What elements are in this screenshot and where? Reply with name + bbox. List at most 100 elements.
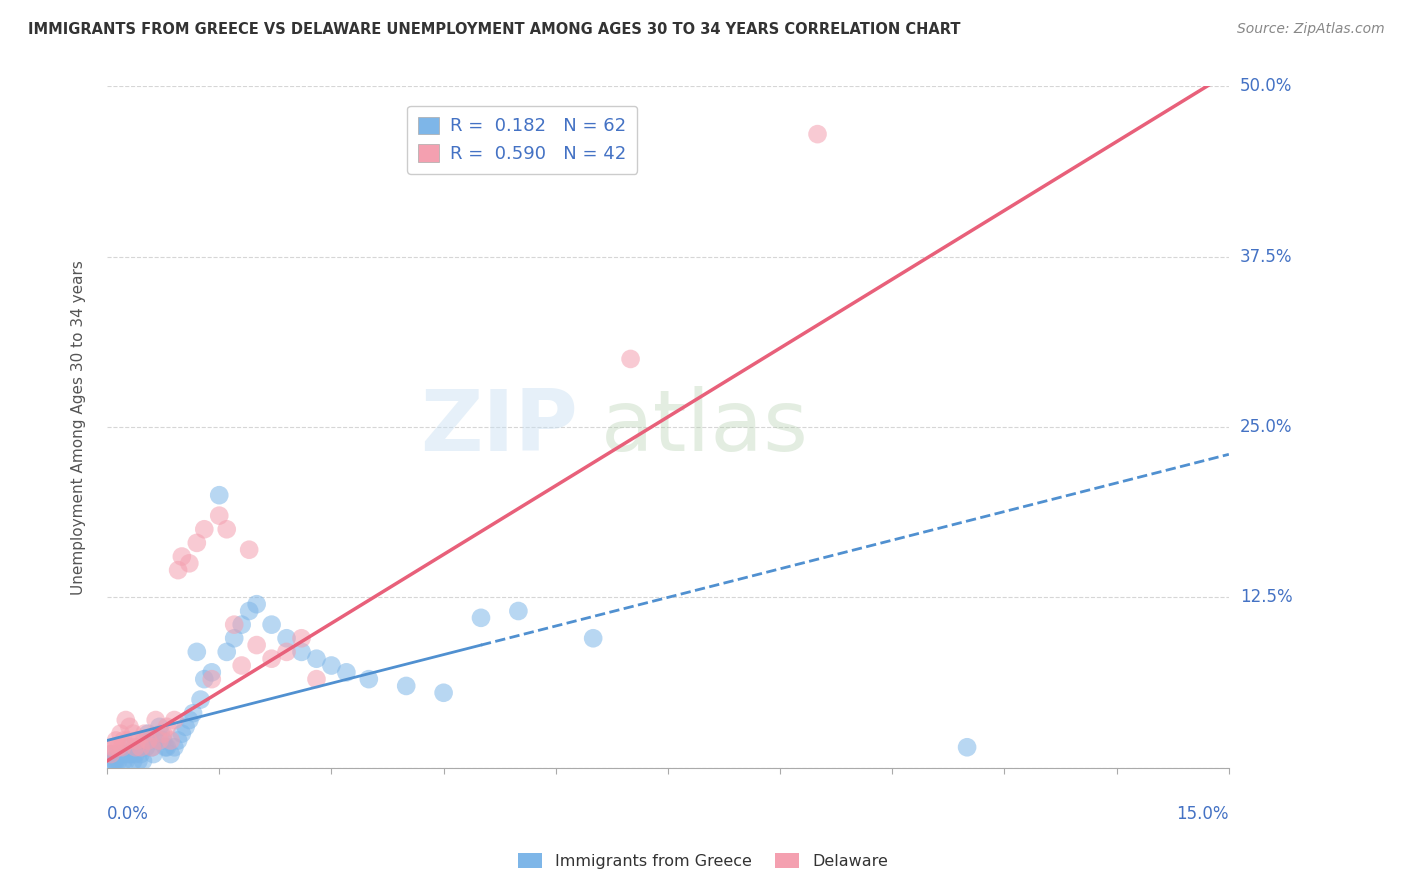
Point (118, 740, 141, 755)
Point (132, 754, 155, 768)
Point (101, 754, 124, 768)
Point (103, 754, 125, 768)
Point (110, 726, 132, 740)
Point (276, 632, 298, 646)
Point (159, 733, 181, 747)
Point (129, 740, 152, 755)
Point (145, 733, 167, 747)
Point (159, 747, 181, 761)
Point (127, 754, 149, 768)
Point (167, 563, 190, 577)
Point (149, 726, 172, 740)
Point (208, 488, 231, 502)
Point (103, 740, 125, 755)
Point (582, 632, 605, 646)
Point (101, 754, 124, 768)
Point (174, 720, 197, 734)
Point (276, 645, 298, 659)
Legend: R =  0.182   N = 62, R =  0.590   N = 42: R = 0.182 N = 62, R = 0.590 N = 42 (406, 105, 637, 174)
Point (224, 632, 246, 646)
Point (141, 740, 163, 755)
Point (122, 726, 145, 740)
Point (134, 733, 156, 747)
Point (156, 740, 179, 755)
Point (238, 542, 260, 557)
Point (231, 617, 253, 632)
Point (260, 617, 283, 632)
Point (208, 508, 231, 523)
Point (107, 740, 129, 755)
Point (124, 747, 146, 761)
Point (190, 692, 212, 706)
Point (114, 713, 136, 727)
Point (111, 740, 134, 755)
Point (100, 747, 122, 761)
Point (186, 645, 208, 659)
Point (167, 733, 190, 747)
Point (238, 604, 260, 618)
Point (152, 733, 174, 747)
Point (135, 740, 157, 755)
Text: Source: ZipAtlas.com: Source: ZipAtlas.com (1237, 22, 1385, 37)
Text: 12.5%: 12.5% (1240, 589, 1292, 607)
Point (105, 733, 128, 747)
Point (956, 740, 979, 755)
Point (186, 536, 208, 550)
Point (124, 740, 146, 755)
Point (181, 706, 204, 721)
Point (163, 713, 186, 727)
Point (619, 351, 641, 366)
Point (125, 740, 148, 755)
Point (201, 672, 224, 686)
Point (155, 740, 177, 755)
Point (156, 720, 179, 734)
Point (110, 747, 132, 761)
Point (215, 522, 238, 536)
Point (260, 651, 283, 665)
Text: 25.0%: 25.0% (1240, 418, 1292, 436)
Text: IMMIGRANTS FROM GREECE VS DELAWARE UNEMPLOYMENT AMONG AGES 30 TO 34 YEARS CORREL: IMMIGRANTS FROM GREECE VS DELAWARE UNEMP… (28, 22, 960, 37)
Point (163, 740, 186, 755)
Point (806, 127, 828, 141)
Point (305, 672, 328, 686)
Legend: Immigrants from Greece, Delaware: Immigrants from Greece, Delaware (512, 847, 894, 875)
Point (433, 686, 456, 700)
Point (141, 740, 163, 755)
Point (305, 651, 328, 665)
Point (118, 720, 141, 734)
Point (117, 733, 139, 747)
Point (148, 733, 170, 747)
Point (170, 549, 193, 564)
Point (134, 726, 156, 740)
Point (148, 720, 170, 734)
Point (201, 665, 224, 680)
Point (139, 733, 162, 747)
Point (152, 726, 174, 740)
Point (215, 645, 238, 659)
Point (193, 522, 215, 536)
Text: 0.0%: 0.0% (107, 805, 149, 823)
Text: 37.5%: 37.5% (1240, 248, 1292, 266)
Point (107, 754, 129, 768)
Point (231, 658, 253, 673)
Point (112, 754, 135, 768)
Point (508, 604, 530, 618)
Point (101, 740, 124, 755)
Point (145, 713, 167, 727)
Point (136, 726, 159, 740)
Point (224, 617, 246, 632)
Point (142, 747, 165, 761)
Point (170, 726, 193, 740)
Point (136, 733, 159, 747)
Point (114, 754, 136, 768)
Point (290, 645, 312, 659)
Point (105, 754, 128, 768)
Point (246, 597, 269, 611)
Point (122, 754, 145, 768)
Point (357, 672, 380, 686)
Point (107, 747, 129, 761)
Point (112, 733, 135, 747)
Y-axis label: Unemployment Among Ages 30 to 34 years: Unemployment Among Ages 30 to 34 years (72, 260, 86, 594)
Point (335, 665, 357, 680)
Point (193, 672, 215, 686)
